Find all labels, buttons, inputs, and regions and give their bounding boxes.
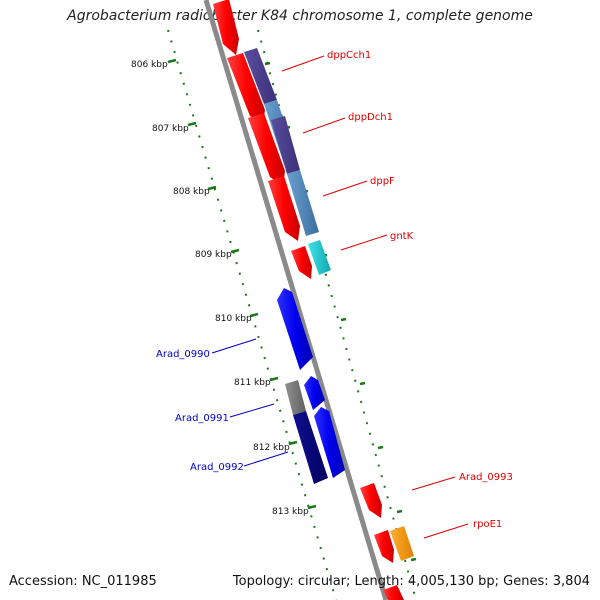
gene-label-dppCch1[interactable]: dppCch1: [327, 50, 371, 61]
cog-block-navy: [293, 411, 328, 484]
genome-backbone: [203, 0, 389, 600]
cog-block-orange: [390, 526, 414, 561]
Arad_0993-gene: [360, 483, 382, 518]
Arad_0992-gene: [314, 407, 345, 478]
Arad_0991-gene: [304, 376, 325, 410]
genome-info-text: Topology: circular; Length: 4,005,130 bp…: [232, 574, 590, 589]
kbp-label-813: 813 kbp: [272, 507, 309, 517]
rpoE1-gene: [374, 530, 394, 563]
kbp-label-812: 812 kbp: [253, 443, 290, 453]
gene-label-rpoE1[interactable]: rpoE1: [473, 519, 502, 530]
kbp-label-807: 807 kbp: [152, 124, 189, 134]
forward-gene-top-partial: [213, 0, 239, 55]
forward-strand-genes: [213, 0, 404, 600]
kbp-label-808: 808 kbp: [173, 187, 210, 197]
cog-block-purple-lower: [271, 116, 300, 174]
cog-block-cyan: [308, 240, 331, 275]
cog-category-track-reverse: [285, 380, 328, 484]
dppCch1-gene: [227, 53, 265, 125]
kbp-tick-marks: [167, 58, 317, 510]
kbp-label-810: 810 kbp: [215, 314, 252, 324]
cog-block-gray: [285, 380, 306, 415]
dppDch1-gene: [248, 113, 285, 186]
reverse-label-leaders: [211, 338, 289, 467]
forward-label-leaders: [281, 55, 469, 539]
gene-label-dppDch1[interactable]: dppDch1: [348, 112, 393, 123]
gntK-gene: [291, 246, 312, 279]
Arad_0990-gene: [277, 288, 313, 370]
cog-block-purple-upper: [244, 48, 277, 104]
forward-gene-bottom-partial: [383, 585, 404, 600]
kbp-label-811: 811 kbp: [234, 378, 271, 388]
reverse-strand-genes: [277, 288, 345, 478]
cog-category-track-forward: [244, 48, 414, 561]
gene-label-Arad_0990[interactable]: Arad_0990: [156, 349, 210, 360]
kbp-label-809: 809 kbp: [195, 250, 232, 260]
dppF-gene: [268, 176, 300, 241]
kbp-label-806: 806 kbp: [131, 60, 168, 70]
gene-label-Arad_0992[interactable]: Arad_0992: [190, 462, 244, 473]
gene-label-Arad_0993[interactable]: Arad_0993: [459, 472, 513, 483]
accession-text: Accession: NC_011985: [9, 574, 157, 589]
gene-label-Arad_0991[interactable]: Arad_0991: [175, 413, 229, 424]
gene-label-gntK[interactable]: gntK: [390, 231, 414, 242]
gene-label-dppF[interactable]: dppF: [370, 176, 395, 187]
cog-block-steel-2: [287, 170, 319, 236]
page-title: Agrobacterium radiobacter K84 chromosome…: [67, 8, 533, 24]
